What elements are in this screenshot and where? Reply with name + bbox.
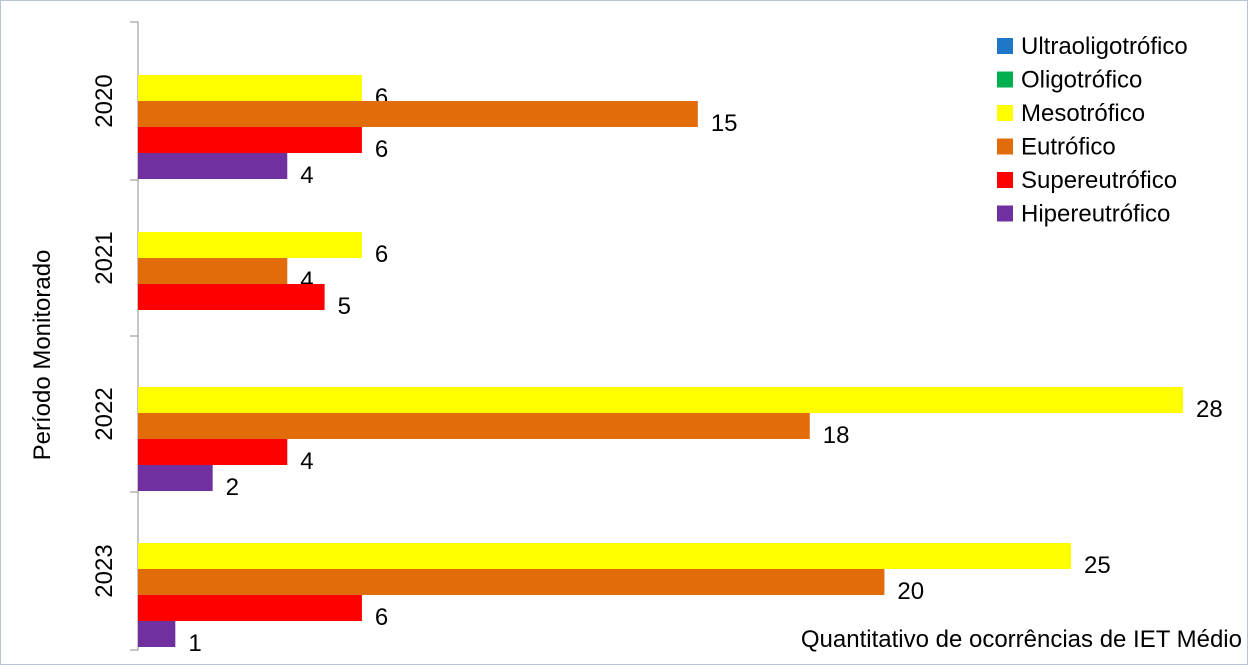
data-label: 6 [375, 241, 388, 268]
bar [138, 439, 288, 465]
data-label: 25 [1084, 552, 1111, 579]
legend-label: Eutrófico [1021, 134, 1116, 161]
legend-label: Ultraoligotrófico [1021, 33, 1188, 60]
bar [138, 153, 288, 179]
bar [138, 413, 810, 439]
bar [138, 75, 362, 101]
x-axis-title: Quantitativo de ocorrências de IET Médio [801, 626, 1242, 653]
bar [138, 621, 176, 647]
bar [138, 127, 362, 153]
data-label: 20 [897, 578, 924, 605]
data-label: 18 [823, 422, 850, 449]
bar [138, 232, 362, 258]
bar [138, 595, 362, 621]
data-label: 28 [1196, 396, 1223, 423]
bar [138, 465, 213, 491]
legend-swatch [997, 71, 1013, 88]
y-tick-label: 2023 [91, 544, 118, 597]
bar [138, 387, 1183, 413]
legend-swatch [997, 105, 1013, 121]
bar [138, 284, 325, 310]
y-tick-label: 2022 [91, 387, 118, 440]
legend-label: Supereutrófico [1021, 167, 1177, 194]
data-label: 2 [226, 474, 239, 501]
y-axis-title: Período Monitorado [29, 250, 56, 461]
data-label: 4 [300, 448, 313, 475]
data-label: 4 [300, 162, 313, 189]
bar [138, 543, 1072, 569]
data-label: 1 [188, 630, 201, 657]
data-label: 15 [711, 110, 738, 137]
data-label: 6 [375, 604, 388, 631]
legend: Ultraoligotrófico Oligotrófico Mesotrófico… [997, 33, 1188, 228]
y-tick-label: 2021 [91, 231, 118, 284]
legend-label: Oligotrófico [1021, 67, 1142, 94]
y-tick-label: 2020 [91, 74, 118, 127]
legend-label: Hipereutrófico [1021, 201, 1170, 228]
bar [138, 569, 885, 595]
bar [138, 101, 698, 127]
legend-swatch [997, 138, 1013, 155]
legend-swatch [997, 205, 1013, 222]
legend-swatch [997, 38, 1013, 54]
bar [138, 258, 288, 284]
data-label: 6 [375, 136, 388, 163]
legend-label: Mesotrófico [1021, 100, 1145, 127]
data-label: 5 [338, 293, 351, 320]
legend-swatch [997, 172, 1013, 188]
